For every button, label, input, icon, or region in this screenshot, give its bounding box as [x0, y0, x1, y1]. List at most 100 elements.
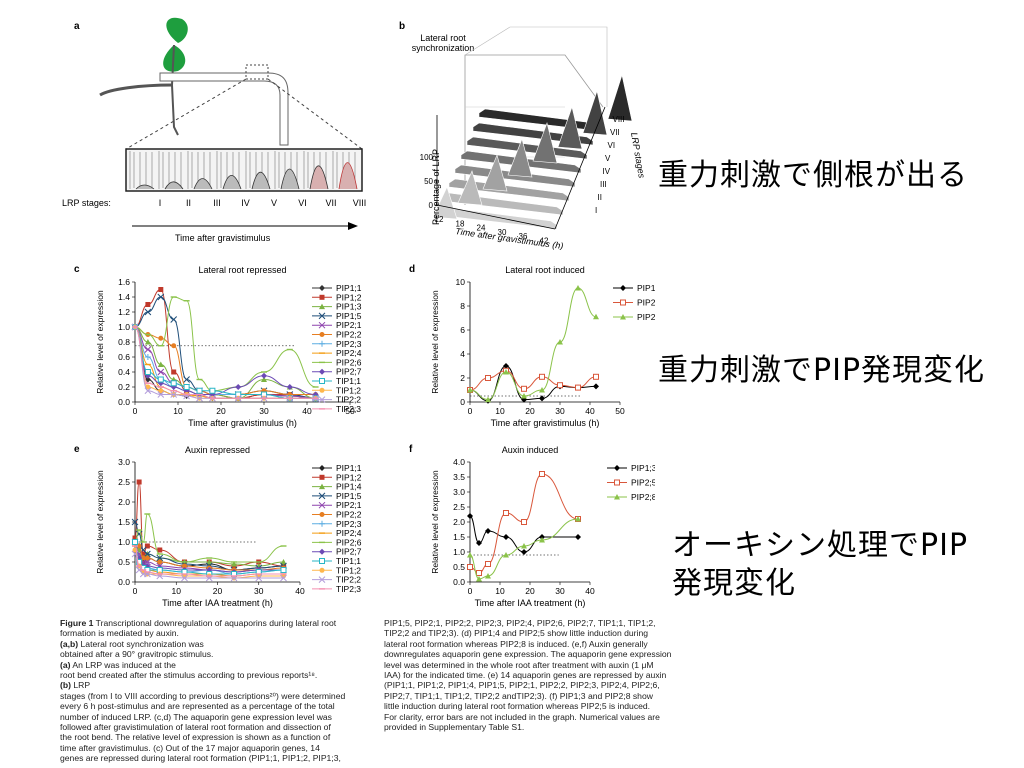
legend-entry: PIP1;4: [312, 482, 362, 492]
legend-label: PIP2;3: [336, 519, 362, 529]
data-point: [280, 559, 287, 565]
legend-entry: PIP2;6: [312, 537, 362, 547]
panel-b-title-2: synchronization: [412, 43, 475, 53]
chart-f-ylabel: Relative level of expression: [430, 470, 440, 574]
legend-marker: [318, 312, 326, 320]
caption-line: (a) An LRP was induced at the: [60, 659, 176, 670]
y-tick-label: 0.2: [118, 382, 130, 392]
y-tick-label: 2.5: [118, 477, 130, 487]
legend-entry: PIP1;2: [312, 292, 362, 302]
legend-label: PIP2;2: [336, 330, 362, 340]
legend-marker: [614, 494, 620, 500]
legend-entry: PIP2;5: [607, 478, 655, 488]
data-point: [145, 302, 151, 307]
data-point: [231, 561, 237, 567]
panel-b-xtick: 30: [498, 228, 507, 237]
figure-caption-right: PIP1;5, PIP2;1, PIP2;2, PIP2;3, PIP2;4, …: [384, 618, 729, 732]
data-point: [261, 376, 267, 382]
legend-marker: [318, 501, 326, 509]
seedling-illustration: [99, 17, 289, 146]
legend-label: PIP2;6: [336, 537, 362, 547]
legend-entry: PIP1;2: [312, 472, 362, 482]
y-tick-label: 1.0: [118, 322, 130, 332]
legend-label: PIP2;4: [336, 528, 362, 538]
legend-label: PIP1;1: [336, 463, 362, 473]
legend-entry: PIP2;2: [312, 510, 362, 520]
chart-d: d Lateral root induced 0 2 4 6 8 10 0 10 20 30 40 50 T…: [409, 264, 655, 428]
lrp-stage-II: II: [186, 198, 191, 208]
data-point: [136, 479, 142, 485]
ridge-stage-III: [448, 178, 570, 202]
data-point: [144, 558, 151, 566]
y-tick-label: 0: [460, 397, 465, 407]
x-tick-label: 40: [585, 406, 595, 416]
data-point: [158, 335, 164, 341]
panel-b-stage-IV: IV: [603, 167, 611, 176]
data-point: [503, 369, 509, 375]
legend-label: TIP1;2: [336, 385, 361, 395]
legend-entry: PIP1;5: [312, 311, 362, 321]
legend-label: PIP1;2: [336, 292, 362, 302]
panel-b-stage-VI: VI: [608, 141, 616, 150]
data-point: [467, 564, 473, 570]
legend-label: PIP1;5: [336, 311, 362, 321]
legend-entry: PIP1;3: [607, 463, 655, 473]
data-point: [557, 382, 563, 389]
data-point: [467, 513, 473, 519]
legend-label: PIP2;1: [336, 500, 362, 510]
series-line: [134, 513, 284, 563]
data-point: [557, 339, 563, 345]
legend-label: PIP2;3: [336, 339, 362, 349]
legend-label: PIP2;8: [637, 312, 655, 322]
series-line: [134, 541, 284, 571]
lrp-stage-VIII: VIII: [353, 198, 367, 208]
legend-label: TIP1;1: [336, 376, 361, 386]
series-line: [134, 481, 284, 567]
legend-marker: [319, 512, 325, 517]
caption-line: downregulates aquaporin gene expression.…: [384, 649, 672, 660]
chart-c-xlabel: Time after gravistimulus (h): [188, 418, 297, 428]
legend-entry: PIP1;5: [312, 491, 362, 501]
x-tick-label: 20: [525, 586, 535, 596]
y-tick-label: 2.0: [118, 497, 130, 507]
legend-label: PIP2;1: [336, 320, 362, 330]
x-tick-label: 50: [345, 406, 355, 416]
data-point: [485, 375, 491, 381]
x-tick-label: 10: [173, 406, 183, 416]
y-tick-label: 0.0: [118, 577, 130, 587]
data-point: [476, 576, 482, 582]
data-point: [157, 547, 163, 553]
data-point: [593, 383, 599, 390]
panel-d-letter: d: [409, 264, 415, 275]
caption-line: genes are repressed during lateral root …: [60, 753, 341, 764]
series-line: [134, 545, 284, 577]
panel-b-stage-V: V: [605, 154, 611, 163]
data-point: [503, 534, 509, 540]
legend-entry: PIP2;2: [312, 330, 362, 340]
data-point: [539, 471, 545, 477]
panel-b-stage-VII: VII: [610, 128, 620, 137]
x-tick-label: 10: [495, 406, 505, 416]
data-point: [280, 574, 287, 582]
panel-a-letter: a: [74, 21, 80, 32]
legend-entry: TIP1;1: [312, 556, 361, 566]
lrp-stages-label: LRP stages:: [62, 198, 111, 208]
data-point: [485, 573, 491, 579]
series-PIP2;8: [467, 285, 599, 403]
caption-line: For clarity, error bars are not included…: [384, 711, 660, 722]
y-tick-label: 1.4: [118, 292, 130, 302]
panel-b-ytick: 100: [420, 153, 434, 162]
data-point: [157, 559, 163, 565]
x-tick-label: 20: [216, 406, 226, 416]
legend-marker: [620, 299, 626, 306]
legend-entry: PIP2;5: [613, 298, 655, 308]
x-tick-label: 0: [468, 586, 473, 596]
legend-label: TIP1;1: [336, 556, 361, 566]
caption-line: provided in Supplementary Table S1.: [384, 722, 525, 733]
data-point: [485, 396, 491, 403]
data-point: [575, 516, 581, 522]
lrp-stage-IV: IV: [241, 198, 250, 208]
caption-line: obtained after a 90° gravitropic stimulu…: [60, 649, 214, 660]
panel-b-xtick: 36: [519, 232, 528, 241]
x-tick-label: 30: [254, 586, 264, 596]
